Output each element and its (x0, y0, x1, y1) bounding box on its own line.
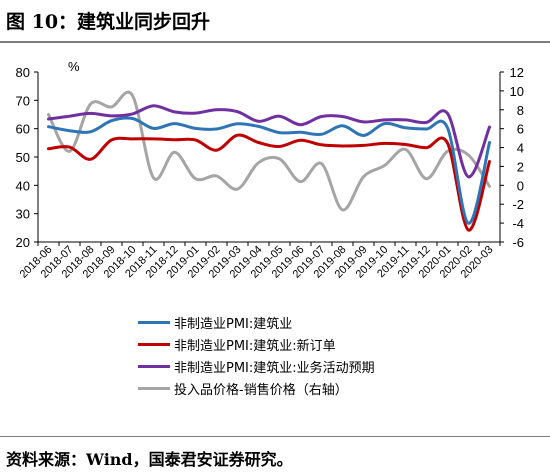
y-right-tick-label: 8 (517, 103, 524, 118)
y-right-tick-label: 2 (517, 159, 524, 174)
y-right-tick-label: -4 (512, 216, 524, 231)
y-right-tick-label: 4 (517, 141, 524, 156)
y-left-tick-label: 50 (16, 150, 30, 165)
series-line-3 (47, 90, 491, 212)
legend-swatch (138, 365, 170, 368)
y-right-tick-label: -6 (512, 235, 524, 250)
y-left-tick-label: 60 (16, 122, 30, 137)
y-unit-label: % (68, 59, 80, 74)
chart-axes (34, 71, 504, 246)
chart-series-lines (47, 90, 491, 232)
y-left-tick-label: 40 (16, 178, 30, 193)
y-left-tick-label: 70 (16, 93, 30, 108)
legend-swatch (138, 343, 170, 346)
footer-divider (0, 436, 550, 437)
y-right-tick-label: 12 (510, 65, 524, 80)
legend-label: 投入品价格-销售价格（右轴） (174, 383, 348, 398)
y-right-tick-label: 6 (517, 122, 524, 137)
legend-label: 非制造业PMI:建筑业:业务活动预期 (174, 361, 375, 376)
legend-swatch (138, 321, 170, 324)
y-right-tick-label: -2 (512, 197, 524, 212)
chart-tick-labels: 20304050607080-6-4-2024681012%2018-06201… (16, 59, 524, 281)
y-left-tick-label: 20 (16, 235, 30, 250)
y-left-tick-label: 80 (16, 65, 30, 80)
series-line-0 (47, 116, 491, 225)
source-note: 资料来源：Wind，国泰君安证券研究。 (6, 450, 293, 469)
legend-label: 非制造业PMI:建筑业:新订单 (174, 339, 336, 354)
series-line-2 (47, 104, 491, 179)
y-left-tick-label: 30 (16, 207, 30, 222)
title-divider (0, 41, 550, 43)
series-line-1 (47, 133, 491, 232)
legend-label: 非制造业PMI:建筑业 (174, 317, 293, 332)
figure-title: 图 10：建筑业同步回升 (6, 11, 211, 33)
line-chart: 20304050607080-6-4-2024681012%2018-06201… (16, 59, 524, 281)
title-bar: 图 10：建筑业同步回升 (0, 0, 550, 40)
y-right-tick-label: 0 (517, 178, 524, 193)
legend-swatch (138, 387, 170, 390)
y-right-tick-label: 10 (510, 84, 524, 99)
